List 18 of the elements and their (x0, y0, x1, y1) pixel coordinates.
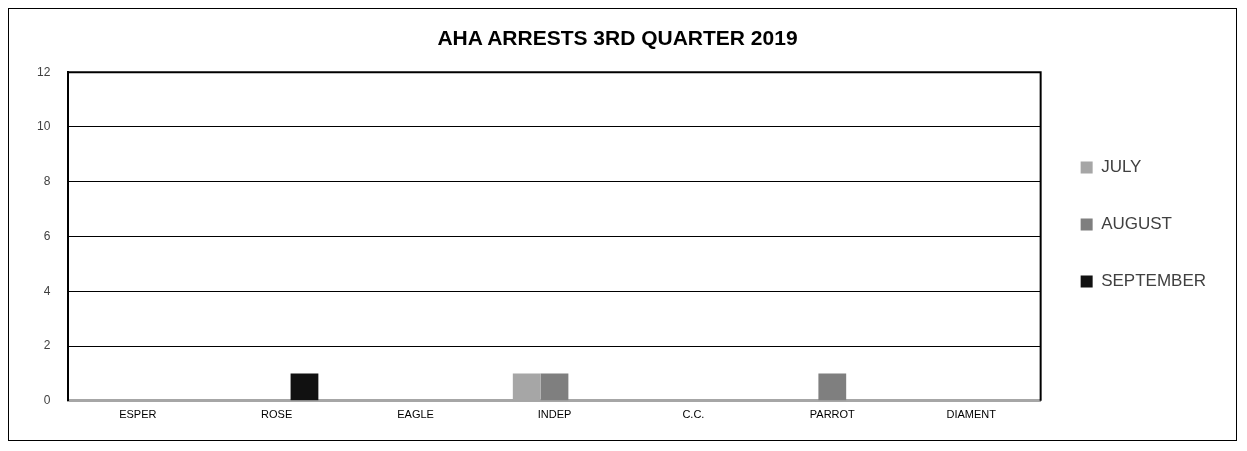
legend-label: SEPTEMBER (1101, 271, 1206, 291)
y-tick-label: 12 (36, 64, 51, 79)
y-tick-label: 0 (43, 393, 51, 408)
y-tick-label: 8 (43, 174, 51, 189)
chart-title: AHA ARRESTS 3RD QUARTER 2019 (437, 26, 798, 50)
legend-label: AUGUST (1101, 214, 1172, 234)
x-tick-label: C.C. (682, 408, 705, 421)
x-tick-label: ESPER (119, 408, 157, 421)
x-tick-label: ROSE (261, 408, 293, 421)
x-tick-label: INDEP (537, 408, 572, 421)
y-tick-label: 10 (36, 119, 51, 134)
y-tick-label: 6 (43, 228, 51, 243)
legend-label: JULY (1101, 157, 1142, 177)
x-tick-label: PARROT (809, 408, 856, 421)
y-tick-label: 2 (43, 338, 51, 353)
x-tick-label: EAGLE (397, 408, 434, 421)
x-tick-label: DIAMENT (946, 408, 997, 421)
y-tick-label: 4 (43, 283, 51, 298)
